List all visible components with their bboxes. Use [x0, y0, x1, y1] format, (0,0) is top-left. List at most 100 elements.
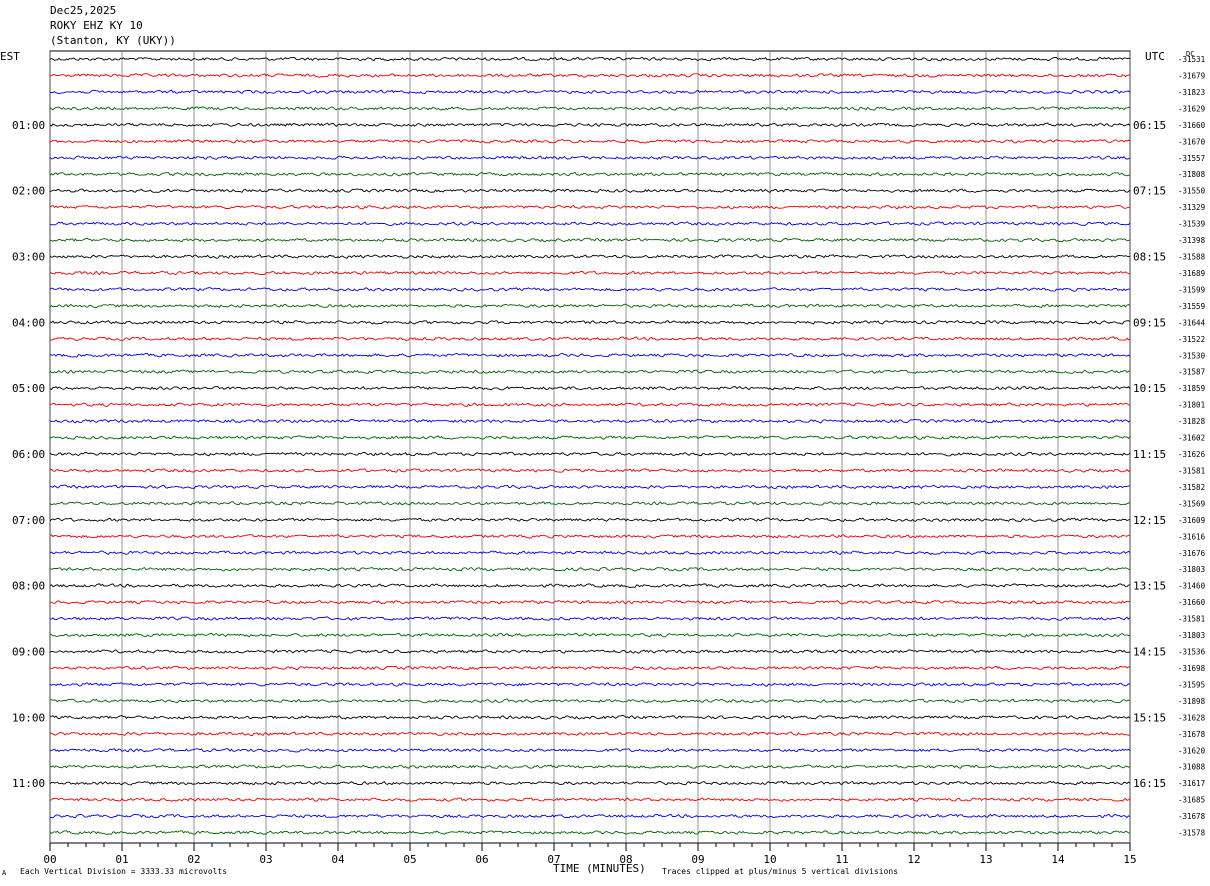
utc-hour-label: 08:15: [1133, 251, 1166, 264]
dc-offset-label: -31823: [1178, 88, 1205, 97]
dc-offset-label: -31599: [1178, 285, 1205, 294]
dc-offset-label: -31678: [1178, 730, 1206, 739]
seismic-trace: [49, 714, 1131, 720]
dc-label: DC: [1186, 50, 1195, 58]
seismic-trace: [49, 534, 1131, 539]
seismic-trace: [49, 517, 1131, 522]
x-tick-label: 06: [475, 853, 488, 866]
dc-offset-label: -31803: [1178, 631, 1205, 640]
seismic-trace: [49, 270, 1131, 276]
dc-offset-label: -31828: [1178, 417, 1206, 426]
seismic-trace: [49, 616, 1131, 621]
seismic-trace: [49, 287, 1131, 292]
dc-offset-label: -31808: [1178, 170, 1206, 179]
utc-hour-label: 09:15: [1133, 316, 1166, 329]
chart-labels: 00 01 02 03 04 05 06 07 08 09 10 11 12 13 14 15 -31531 -3…: [12, 55, 1206, 866]
x-tick-label: 02: [187, 853, 200, 866]
dc-offset-label: -31530: [1178, 351, 1206, 360]
seismic-trace: [49, 813, 1131, 819]
seismic-trace: [49, 418, 1131, 424]
dc-offset-label: -31557: [1178, 154, 1205, 163]
seismic-trace: [49, 155, 1131, 160]
est-hour-label: 11:00: [12, 777, 45, 790]
seismic-trace: [49, 435, 1131, 440]
x-tick-label: 14: [1051, 853, 1065, 866]
seismic-trace: [49, 303, 1131, 309]
seismic-trace: [49, 665, 1131, 671]
est-hour-label: 07:00: [12, 514, 45, 527]
seismic-trace: [49, 353, 1131, 358]
seismic-trace: [49, 748, 1131, 753]
x-tick-label: 15: [1123, 853, 1136, 866]
seismic-trace: [49, 649, 1131, 654]
dc-offset-label: -31609: [1178, 516, 1205, 525]
right-timezone-label: UTC: [1145, 50, 1165, 63]
dc-offset-label: -31660: [1178, 121, 1206, 130]
x-tick-label: 11: [835, 853, 848, 866]
utc-hour-label: 12:15: [1133, 514, 1166, 527]
utc-hour-label: 13:15: [1133, 580, 1166, 593]
clip-note: Traces clipped at plus/minus 5 vertical …: [662, 867, 899, 876]
est-hour-label: 08:00: [12, 580, 45, 593]
est-hour-label: 06:00: [12, 448, 45, 461]
dc-offset-label: -31898: [1178, 697, 1206, 706]
dc-offset-label: -31620: [1178, 746, 1206, 755]
dc-offset-label: -31644: [1178, 318, 1206, 327]
plot-frame: [49, 50, 1131, 844]
est-hour-label: 05:00: [12, 382, 45, 395]
seismic-trace: [49, 320, 1131, 325]
est-hour-label: 09:00: [12, 646, 45, 659]
utc-hour-label: 14:15: [1133, 646, 1166, 659]
seismic-trace: [49, 106, 1131, 111]
dc-offset-label: -31581: [1178, 615, 1205, 624]
dc-offset-label: -31801: [1178, 401, 1205, 410]
seismic-trace: [49, 89, 1131, 95]
est-hour-label: 04:00: [12, 316, 45, 329]
seismic-trace: [49, 797, 1131, 802]
x-tick-label: 04: [331, 853, 345, 866]
seismic-trace: [49, 567, 1131, 572]
dc-offset-label: -31629: [1178, 104, 1205, 113]
x-tick-label: 05: [403, 853, 416, 866]
x-tick-label: 01: [115, 853, 128, 866]
dc-offset-label: -31536: [1178, 648, 1206, 657]
dc-offset-label: -31660: [1178, 598, 1206, 607]
seismic-trace: [49, 385, 1131, 391]
dc-offset-label: -31581: [1178, 466, 1205, 475]
dc-offset-label: -31088: [1178, 763, 1206, 772]
est-hour-label: 03:00: [12, 251, 45, 264]
seismic-trace: [49, 122, 1131, 128]
dc-offset-label: -31626: [1178, 450, 1206, 459]
dc-offset-label: -31689: [1178, 269, 1205, 278]
x-tick-label: 13: [979, 853, 992, 866]
seismic-trace: [49, 56, 1131, 62]
seismic-trace: [49, 501, 1131, 506]
left-timezone-label: EST: [0, 50, 20, 63]
dc-offset-label: -31578: [1178, 829, 1206, 838]
seismic-trace: [49, 204, 1131, 210]
seismic-trace: [49, 451, 1131, 457]
dc-offset-label: -31587: [1178, 368, 1205, 377]
seismic-traces: [49, 56, 1131, 835]
dc-offset-label: -31698: [1178, 664, 1206, 673]
scale-note: Each Vertical Division = 3333.33 microvo…: [20, 867, 228, 876]
seismic-trace: [49, 484, 1131, 490]
dc-offset-label: -31559: [1178, 302, 1205, 311]
utc-hour-label: 07:15: [1133, 185, 1166, 198]
seismic-trace: [49, 237, 1131, 243]
x-tick-label: 09: [691, 853, 704, 866]
est-hour-label: 10:00: [12, 711, 45, 724]
dc-offset-label: -31569: [1178, 499, 1205, 508]
dc-offset-label: -31398: [1178, 236, 1206, 245]
seismic-trace: [50, 336, 1131, 341]
est-hour-label: 01:00: [12, 119, 45, 132]
seismic-trace: [49, 830, 1131, 835]
seismic-trace: [49, 764, 1131, 769]
dc-offset-label: -31676: [1178, 549, 1206, 558]
seismic-trace: [49, 780, 1131, 786]
dc-offset-label: -31602: [1178, 434, 1205, 443]
dc-offset-label: -31582: [1178, 483, 1205, 492]
utc-hour-label: 06:15: [1133, 119, 1166, 132]
header-date: Dec25,2025: [50, 4, 117, 17]
